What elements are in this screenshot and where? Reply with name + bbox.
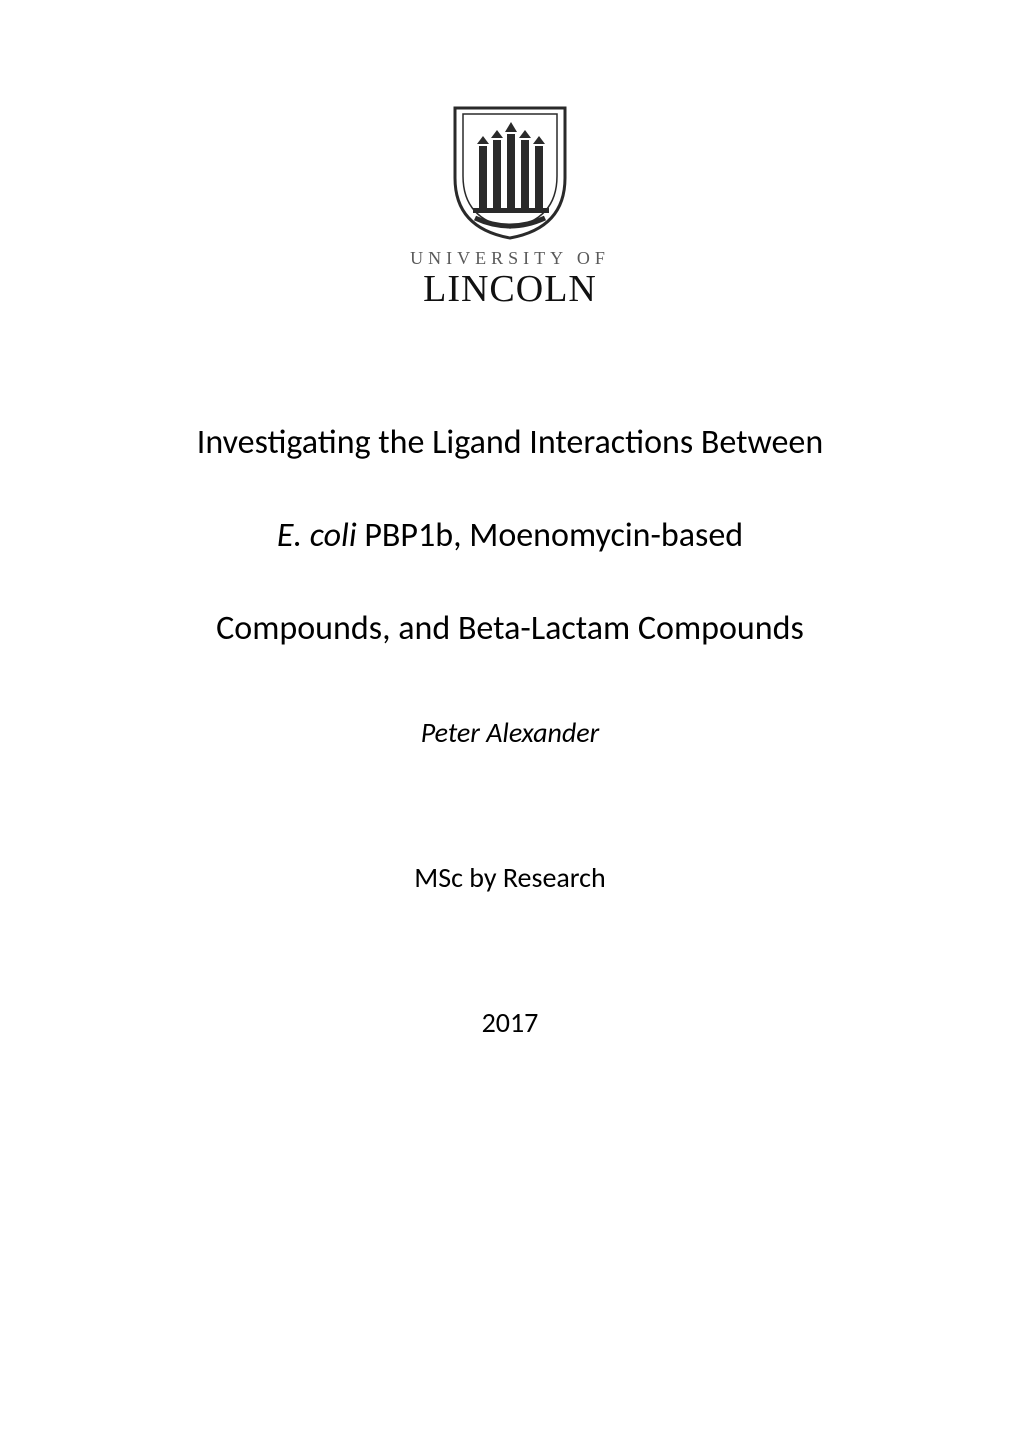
university-of-label: UNIVERSITY OF [410,248,610,269]
thesis-title-line-1: Investigating the Ligand Interactions Be… [120,423,900,464]
thesis-title-line-2: E. coli PBP1b, Moenomycin-based [120,516,900,557]
degree-label: MSc by Research [414,860,605,895]
university-name-label: LINCOLN [423,267,597,311]
institution-logo-block: UNIVERSITY OF LINCOLN [410,100,610,311]
year-label: 2017 [482,1005,539,1040]
thesis-title-line-2-plain: PBP1b, Moenomycin-based [357,515,743,556]
thesis-title-line-3: Compounds, and Beta-Lactam Compounds [120,609,900,650]
thesis-title-line-2-italic: E. coli [277,515,357,556]
author-name: Peter Alexander [421,715,600,750]
page-root: UNIVERSITY OF LINCOLN Investigating the … [0,0,1020,1442]
university-crest-icon [445,100,575,240]
